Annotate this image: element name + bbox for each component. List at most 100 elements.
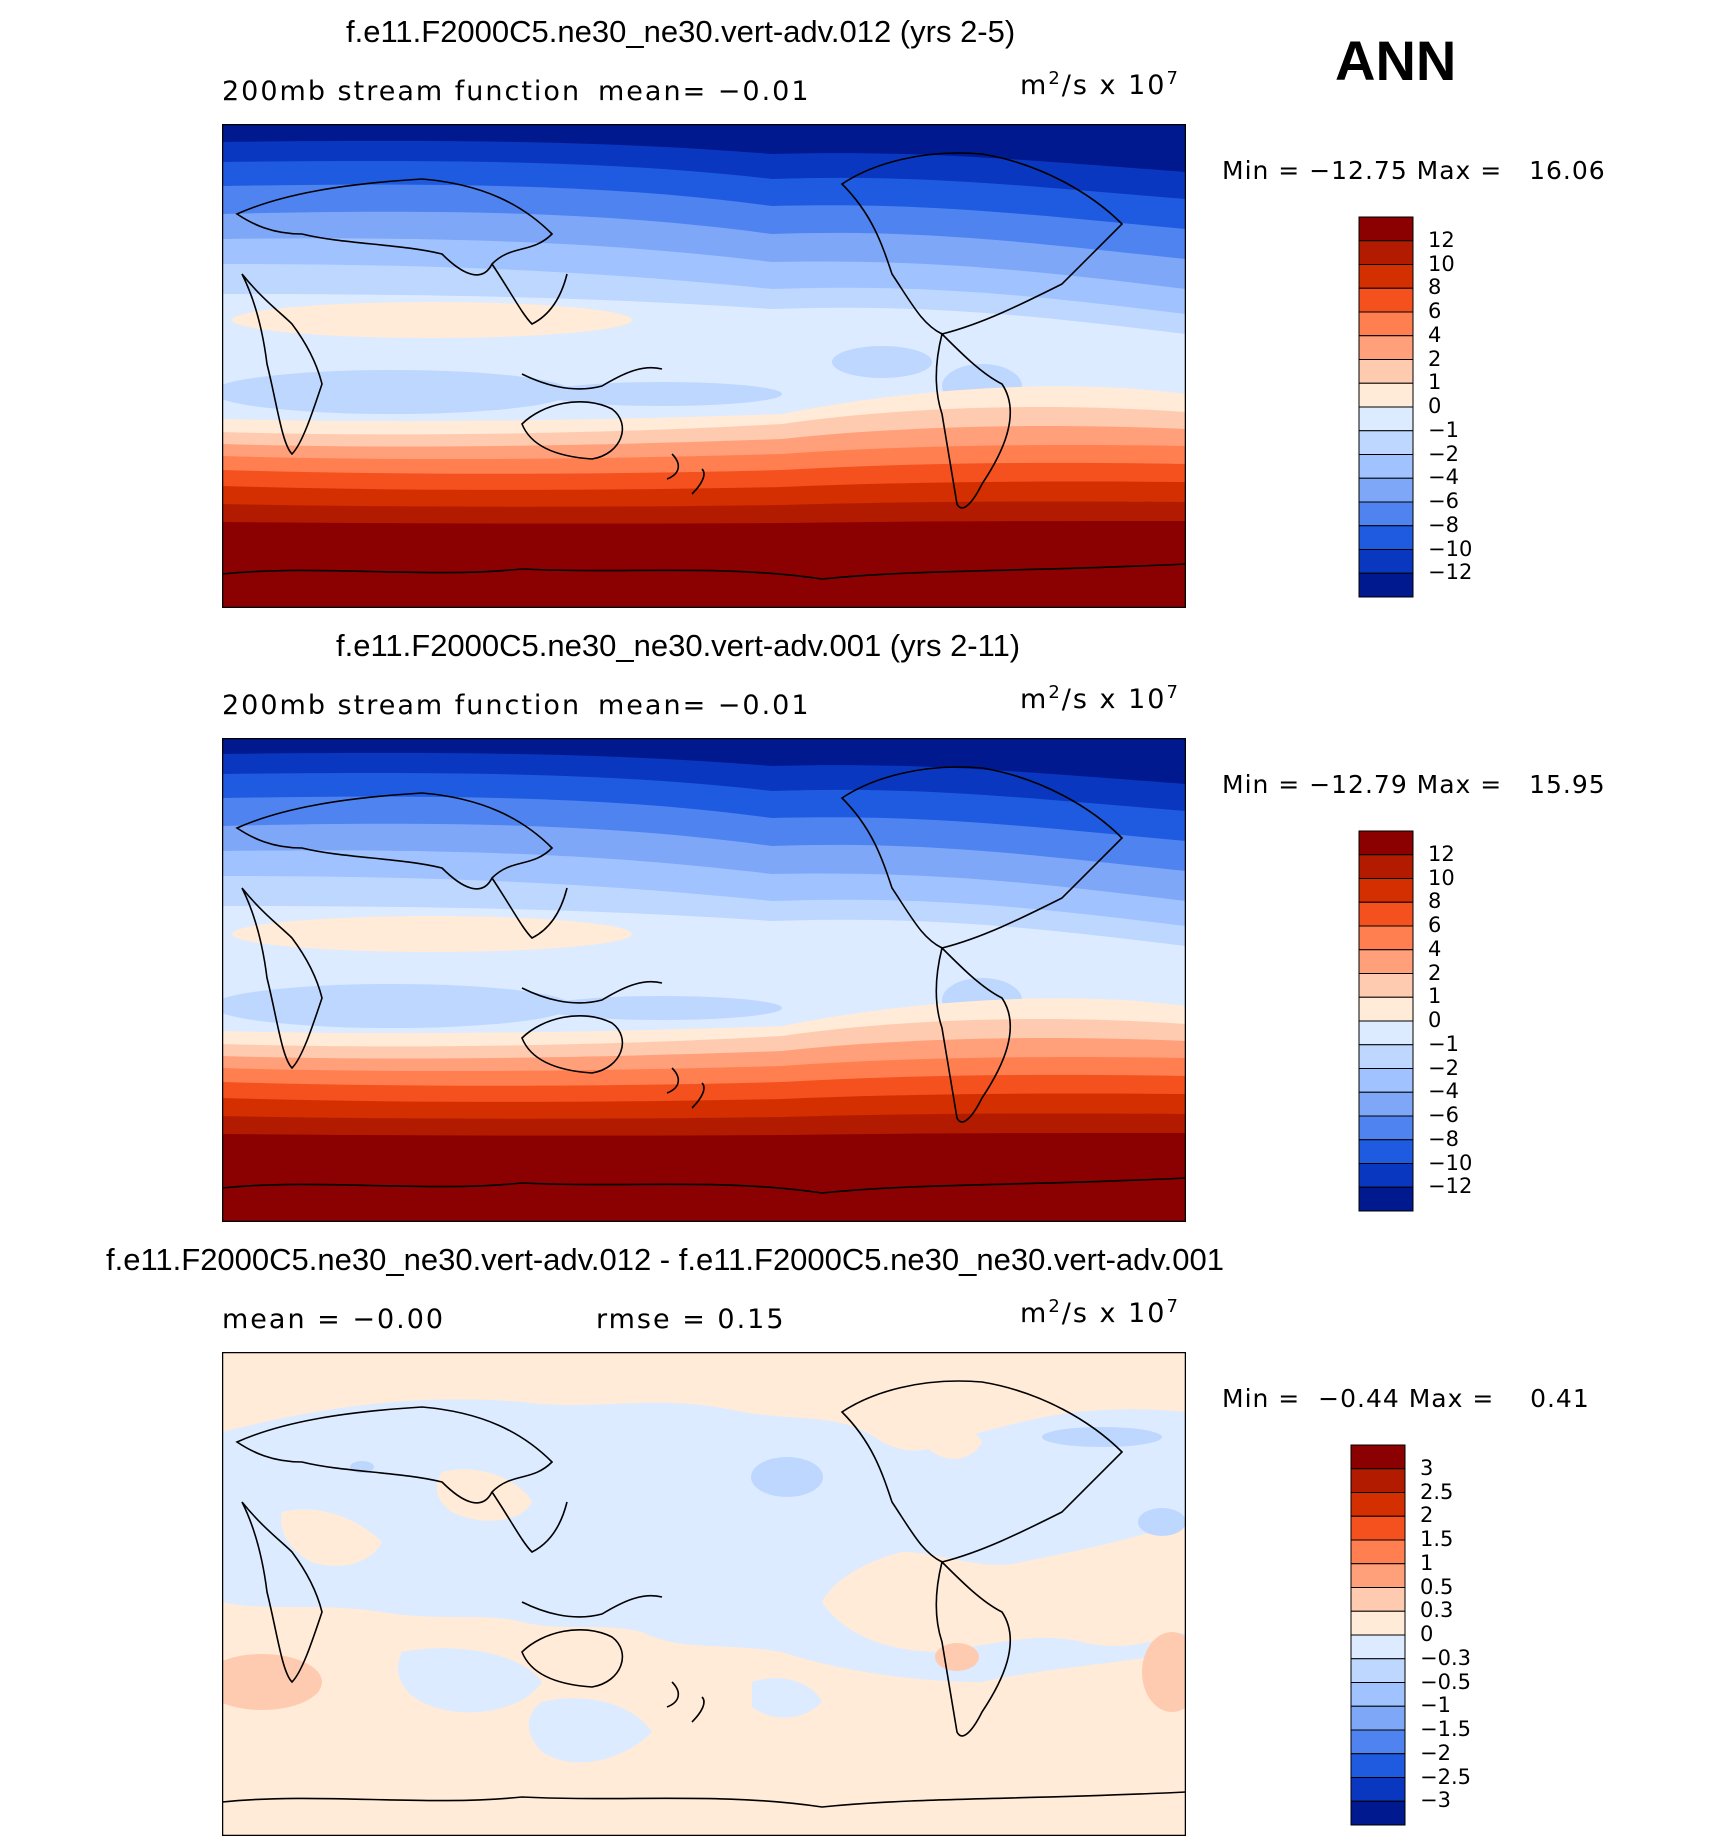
panel1-units: m2/s x 107 bbox=[1020, 68, 1180, 101]
colorbar-swatch bbox=[1358, 1139, 1414, 1164]
panel2-colorbar bbox=[1358, 830, 1414, 1212]
colorbar-swatch bbox=[1358, 311, 1414, 337]
colorbar-swatch bbox=[1358, 406, 1414, 432]
colorbar-tick-label: −8 bbox=[1428, 512, 1459, 537]
colorbar-swatch bbox=[1350, 1634, 1406, 1660]
panel3-mean: mean = −0.00 bbox=[222, 1304, 446, 1335]
colorbar-swatch bbox=[1358, 878, 1414, 903]
colorbar-tick-label: 3 bbox=[1420, 1455, 1434, 1480]
colorbar-swatch bbox=[1358, 949, 1414, 974]
panel3-rmse: rmse = 0.15 bbox=[596, 1304, 786, 1335]
colorbar-tick-label: −4 bbox=[1428, 465, 1459, 490]
panel2-mean: mean= −0.01 bbox=[598, 690, 811, 721]
colorbar-swatch bbox=[1358, 854, 1414, 879]
colorbar-tick-label: 1 bbox=[1428, 984, 1442, 1009]
colorbar-swatch bbox=[1358, 359, 1414, 384]
colorbar-tick-label: 2 bbox=[1420, 1503, 1434, 1528]
colorbar-swatch bbox=[1350, 1753, 1406, 1778]
colorbar-swatch bbox=[1358, 335, 1414, 360]
colorbar-swatch bbox=[1350, 1587, 1406, 1612]
colorbar-tick-label: −2 bbox=[1420, 1740, 1451, 1765]
season-label: ANN bbox=[1335, 29, 1457, 92]
colorbar-swatch bbox=[1358, 1020, 1414, 1046]
panel1-mean: mean= −0.01 bbox=[598, 76, 811, 107]
colorbar-tick-label: 1 bbox=[1420, 1550, 1434, 1575]
colorbar-swatch bbox=[1358, 925, 1414, 951]
colorbar-tick-label: −10 bbox=[1428, 1150, 1473, 1175]
colorbar-tick-label: 12 bbox=[1428, 227, 1455, 252]
panel3-minmax: Min = −0.44 Max = 0.41 bbox=[1222, 1384, 1590, 1413]
colorbar-swatch bbox=[1350, 1800, 1406, 1826]
colorbar-tick-label: −1 bbox=[1428, 1031, 1459, 1056]
colorbar-tick-label: 1 bbox=[1428, 370, 1442, 395]
panel1-minmax: Min = −12.75 Max = 16.06 bbox=[1222, 156, 1606, 185]
colorbar-swatch bbox=[1358, 1115, 1414, 1141]
panel2-variable: 200mb stream function bbox=[222, 690, 582, 721]
colorbar-swatch bbox=[1358, 454, 1414, 479]
colorbar-swatch bbox=[1350, 1444, 1406, 1470]
panel2-title: f.e11.F2000C5.ne30_ne30.vert-adv.001 (yr… bbox=[336, 628, 1021, 663]
colorbar-swatch bbox=[1358, 525, 1414, 550]
panel2-units: m2/s x 107 bbox=[1020, 682, 1180, 715]
colorbar-tick-label: 4 bbox=[1428, 322, 1442, 347]
colorbar-tick-label: −12 bbox=[1428, 1174, 1473, 1199]
colorbar-swatch bbox=[1358, 501, 1414, 527]
colorbar-swatch bbox=[1350, 1777, 1406, 1802]
colorbar-tick-label: −12 bbox=[1428, 560, 1473, 585]
colorbar-tick-label: −0.5 bbox=[1420, 1669, 1471, 1694]
colorbar-swatch bbox=[1358, 216, 1414, 242]
colorbar-tick-label: −6 bbox=[1428, 1103, 1459, 1127]
colorbar-tick-label: −2 bbox=[1428, 1055, 1459, 1080]
colorbar-swatch bbox=[1358, 996, 1414, 1022]
colorbar-tick-label: 10 bbox=[1428, 865, 1455, 890]
colorbar-tick-label: 6 bbox=[1428, 299, 1442, 323]
colorbar-swatch bbox=[1358, 477, 1414, 503]
colorbar-tick-label: 0 bbox=[1428, 1008, 1442, 1032]
panel1-title: f.e11.F2000C5.ne30_ne30.vert-adv.012 (yr… bbox=[346, 14, 1016, 49]
colorbar-swatch bbox=[1358, 1044, 1414, 1069]
colorbar-swatch bbox=[1350, 1705, 1406, 1731]
colorbar-tick-label: 4 bbox=[1428, 936, 1442, 961]
colorbar-tick-label: −1.5 bbox=[1420, 1717, 1471, 1741]
colorbar-tick-label: −2 bbox=[1428, 441, 1459, 466]
colorbar-tick-label: 6 bbox=[1428, 913, 1442, 937]
colorbar-swatch bbox=[1358, 264, 1414, 289]
colorbar-swatch bbox=[1350, 1515, 1406, 1541]
colorbar-swatch bbox=[1350, 1682, 1406, 1707]
colorbar-tick-label: −4 bbox=[1428, 1079, 1459, 1104]
colorbar-swatch bbox=[1350, 1468, 1406, 1493]
colorbar-swatch bbox=[1358, 1091, 1414, 1117]
panel1-colorbar bbox=[1358, 216, 1414, 598]
panel2-map bbox=[222, 738, 1186, 1222]
colorbar-tick-label: −0.3 bbox=[1420, 1645, 1471, 1670]
colorbar-tick-label: 12 bbox=[1428, 841, 1455, 866]
panel2-minmax: Min = −12.79 Max = 15.95 bbox=[1222, 770, 1606, 799]
panel2-colorbar-labels: 12 10 8 6 4 2 1 0 −1 −2 −4 −6 −8 −10 −12 bbox=[1428, 830, 1508, 1212]
colorbar-tick-label: 1.5 bbox=[1420, 1527, 1454, 1551]
colorbar-tick-label: −1 bbox=[1428, 417, 1459, 442]
colorbar-swatch bbox=[1350, 1563, 1406, 1588]
colorbar-tick-label: 0 bbox=[1428, 394, 1442, 418]
colorbar-swatch bbox=[1358, 240, 1414, 265]
colorbar-swatch bbox=[1350, 1729, 1406, 1755]
colorbar-swatch bbox=[1358, 549, 1414, 574]
panel1-variable: 200mb stream function bbox=[222, 76, 582, 107]
colorbar-tick-label: 8 bbox=[1428, 889, 1442, 914]
colorbar-tick-label: −10 bbox=[1428, 536, 1473, 561]
panel3-colorbar bbox=[1350, 1444, 1406, 1826]
panel3-map bbox=[222, 1352, 1186, 1836]
colorbar-swatch bbox=[1358, 1068, 1414, 1093]
colorbar-tick-label: 8 bbox=[1428, 275, 1442, 300]
panel3-colorbar-labels: 3 2.5 2 1.5 1 0.5 0.3 0 −0.3 −0.5 −1 −1.5 −2 −2.5 −3 bbox=[1420, 1444, 1500, 1826]
colorbar-tick-label: −2.5 bbox=[1420, 1764, 1471, 1789]
colorbar-tick-label: 0.5 bbox=[1420, 1574, 1454, 1599]
colorbar-tick-label: 0 bbox=[1420, 1622, 1434, 1646]
panel1-colorbar-labels: 12 10 8 6 4 2 1 0 −1 −2 −4 −6 −8 −10 −12 bbox=[1428, 216, 1508, 598]
colorbar-tick-label: 2 bbox=[1428, 960, 1442, 985]
colorbar-swatch bbox=[1358, 973, 1414, 998]
colorbar-swatch bbox=[1350, 1492, 1406, 1517]
colorbar-swatch bbox=[1358, 1186, 1414, 1212]
colorbar-swatch bbox=[1358, 572, 1414, 598]
colorbar-swatch bbox=[1358, 287, 1414, 313]
panel3-units: m2/s x 107 bbox=[1020, 1296, 1180, 1329]
